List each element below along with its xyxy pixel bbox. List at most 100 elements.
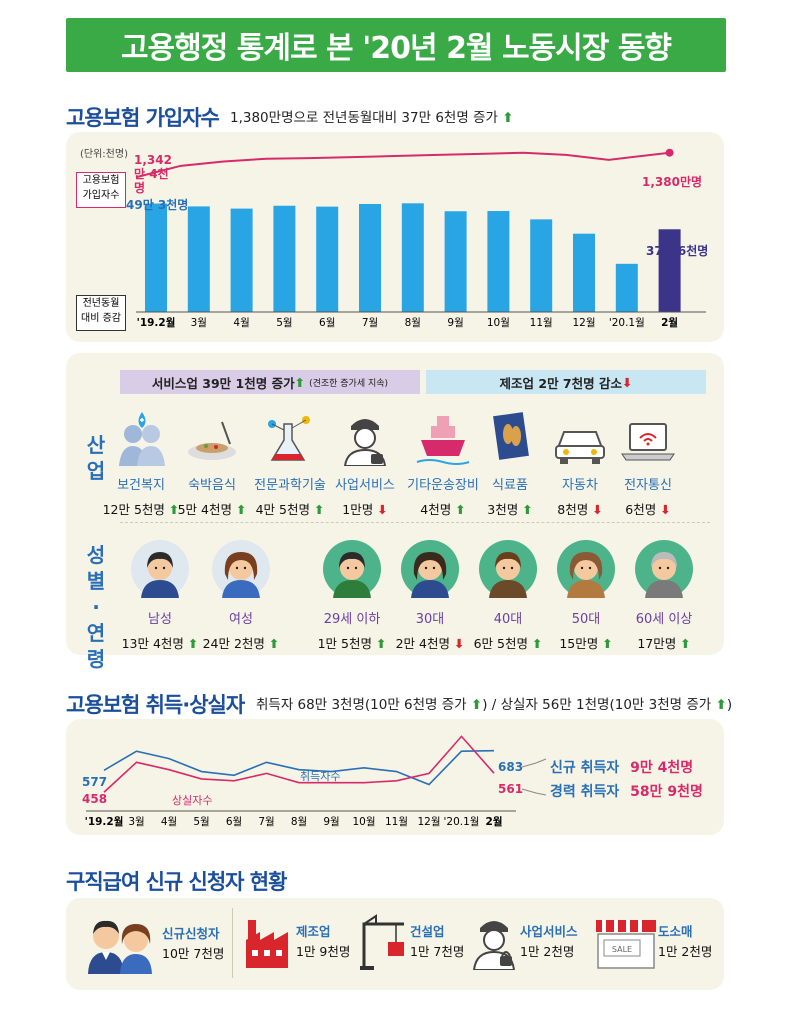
section4-title: 구직급여 신규 신청자 현황 bbox=[66, 870, 287, 894]
x-tick-label: '20.1월 bbox=[444, 816, 480, 828]
bar-0 bbox=[145, 203, 167, 312]
car-icon bbox=[555, 431, 605, 464]
industry-item: 숙박음식 5만 4천명 ⬆ bbox=[167, 410, 257, 518]
demographic-value: 2만 4천명 bbox=[395, 636, 450, 651]
benefit-item-wholesale: SALE 도소매 1만 2천명 bbox=[594, 914, 712, 970]
demographic-item: 50대 15만명 ⬆ bbox=[541, 540, 631, 652]
loss-start-value: 458 bbox=[82, 792, 108, 806]
demographic-name: 30대 bbox=[415, 612, 445, 627]
x-tick-label: 12월 bbox=[572, 317, 595, 329]
up-arrow-icon: ⬆ bbox=[455, 502, 466, 517]
bar-2 bbox=[230, 208, 253, 312]
bar-1 bbox=[187, 206, 210, 312]
x-tick-label: 4월 bbox=[233, 317, 249, 329]
x-tick-label: 9월 bbox=[323, 816, 339, 828]
bar-6 bbox=[401, 203, 424, 312]
line-start-label: 1,342만 4천명 bbox=[134, 153, 172, 195]
industry-name: 식료품 bbox=[492, 478, 528, 493]
demographic-item: 40대 6만 5천명 ⬆ bbox=[463, 540, 553, 652]
demographic-value: 15만명 bbox=[559, 636, 599, 651]
woman-30s-icon bbox=[401, 540, 459, 598]
up-arrow-icon: ⬆ bbox=[313, 502, 325, 517]
demographic-name: 남성 bbox=[148, 612, 172, 627]
industry-value: 3천명 bbox=[487, 502, 519, 517]
crane-icon bbox=[360, 914, 404, 970]
x-tick-label: 7월 bbox=[258, 816, 274, 828]
bar-first-label: 49만 3천명 bbox=[126, 198, 189, 212]
healthcare-icon bbox=[119, 412, 165, 466]
x-tick-label: '19.2월 bbox=[85, 815, 124, 828]
benefit-value: 1만 7천명 bbox=[410, 944, 465, 959]
industry-item: 자동차 8천명 ⬇ bbox=[535, 410, 625, 518]
bar-4 bbox=[316, 206, 339, 312]
acq-summary: 취득자 68만 3천명 bbox=[256, 697, 365, 713]
benefit-value: 1만 2천명 bbox=[520, 944, 575, 959]
demographic-name: 60세 이상 bbox=[635, 612, 693, 627]
page-title: 고용행정 통계로 본 '20년 2월 노동시장 동향 bbox=[66, 18, 726, 72]
x-tick-label: '19.2월 bbox=[137, 316, 176, 329]
benefit-item-manufacturing: 제조업 1만 9천명 bbox=[244, 914, 350, 970]
line-end-label: 1,380만명 bbox=[642, 175, 703, 189]
x-tick-label: 4월 bbox=[161, 816, 177, 828]
industry-name: 자동차 bbox=[562, 478, 598, 493]
young-man-icon bbox=[323, 540, 381, 598]
acquisition-line bbox=[103, 749, 495, 786]
applicants-icon bbox=[88, 920, 152, 974]
up-arrow-icon: ⬆ bbox=[168, 502, 180, 517]
x-tick-label: 2월 bbox=[661, 316, 678, 329]
down-arrow-icon: ⬇ bbox=[621, 374, 633, 390]
section3-title: 고용보험 취득·상실자 bbox=[66, 693, 245, 717]
man-icon bbox=[131, 540, 189, 598]
industry-value: 5만 4천명 bbox=[177, 502, 232, 517]
up-arrow-icon: ⬆ bbox=[187, 636, 199, 651]
up-arrow-icon: ⬆ bbox=[522, 502, 533, 517]
x-tick-label: 9월 bbox=[447, 317, 463, 329]
up-arrow-icon: ⬆ bbox=[531, 636, 543, 651]
bar-5 bbox=[359, 203, 381, 312]
x-tick-label: 10월 bbox=[487, 317, 510, 329]
x-tick-label: 7월 bbox=[362, 317, 378, 329]
exp-acq-label: 경력 취득자 bbox=[550, 784, 620, 800]
loss-summary-paren: (10만 3천명 증가 bbox=[609, 697, 712, 713]
down-arrow-icon: ⬇ bbox=[377, 502, 388, 517]
bracket-line bbox=[521, 758, 547, 768]
down-arrow-icon: ⬇ bbox=[453, 636, 465, 651]
bar-11 bbox=[615, 263, 638, 312]
demographic-name: 여성 bbox=[229, 612, 253, 627]
x-tick-label: 6월 bbox=[319, 317, 335, 329]
legend-line-box: 고용보험 가입자수 bbox=[76, 172, 126, 208]
manufacturing-banner: 제조업 2만 7천명 감소 bbox=[499, 375, 622, 391]
man-40s-icon bbox=[479, 540, 537, 598]
section1-summary: 1,380만명으로 전년동월대비 37만 6천명 증가 bbox=[230, 110, 498, 126]
up-arrow-icon: ⬆ bbox=[235, 502, 247, 517]
bar-7 bbox=[444, 211, 467, 312]
demographic-value: 1만 5천명 bbox=[317, 636, 372, 651]
benefit-item-construction: 건설업 1만 7천명 bbox=[358, 914, 464, 970]
demographic-item: 29세 이하 1만 5천명 ⬆ bbox=[307, 540, 397, 652]
industry-value: 4만 5천명 bbox=[255, 502, 310, 517]
industry-item: 식료품 3천명 ⬆ bbox=[465, 410, 555, 518]
up-arrow-icon: ⬆ bbox=[375, 636, 387, 651]
service-banner: 서비스업 39만 1천명 증가 bbox=[151, 375, 295, 391]
section1-title: 고용보험 가입자수 bbox=[66, 106, 220, 130]
industry-name: 전문과학기술 bbox=[254, 478, 326, 493]
industry-value: 6천명 bbox=[625, 502, 657, 517]
x-tick-label: 5월 bbox=[276, 317, 292, 329]
up-arrow-icon: ⬆ bbox=[715, 697, 727, 713]
benefit-name: 사업서비스 bbox=[520, 924, 578, 939]
bar-8 bbox=[487, 211, 510, 312]
up-arrow-icon: ⬆ bbox=[294, 374, 306, 390]
industry-item: 사업서비스 1만명 ⬇ bbox=[320, 410, 410, 518]
x-tick-label: 3월 bbox=[128, 816, 144, 828]
industry-name: 전자통신 bbox=[624, 478, 672, 493]
security-guard-icon bbox=[343, 419, 387, 467]
acq-end-value: 683 bbox=[498, 760, 524, 774]
bar-3 bbox=[273, 205, 296, 312]
demographic-item: 여성 24만 2천명 ⬆ bbox=[196, 540, 286, 652]
bar-9 bbox=[530, 219, 553, 312]
industry-item: 기타운송장비 4천명 ⬆ bbox=[398, 410, 488, 518]
bracket-line bbox=[521, 788, 547, 796]
new-acq-value: 9만 4천명 bbox=[630, 760, 694, 776]
demographic-value: 24만 2천명 bbox=[202, 636, 265, 651]
industry-name: 숙박음식 bbox=[188, 478, 236, 493]
